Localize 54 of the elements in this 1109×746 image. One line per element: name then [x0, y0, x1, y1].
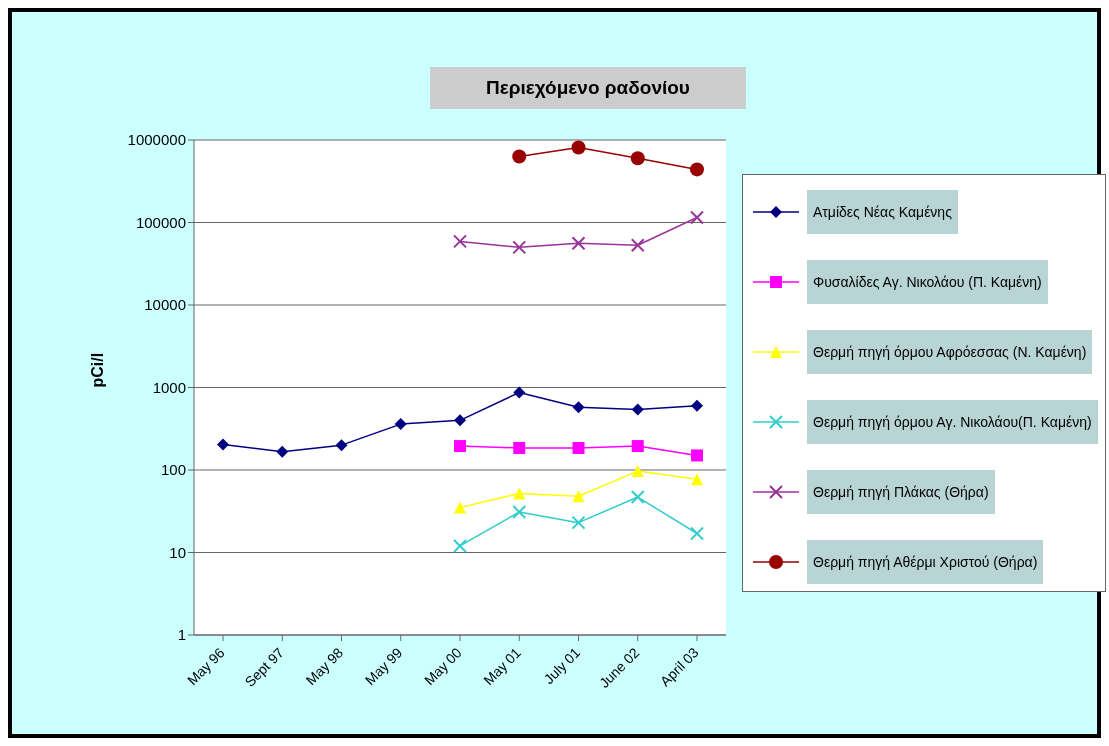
legend-label: Θερμή πηγή όρμου Αφρόεσσας (Ν. Καμένη) — [807, 330, 1093, 374]
x-tick-label: May 01 — [480, 644, 525, 689]
legend-label: Θερμή πηγή όρμου Αγ. Νικολάου(Π. Καμένη) — [807, 400, 1098, 444]
point — [630, 151, 645, 166]
point — [335, 439, 348, 452]
point — [512, 149, 527, 164]
point — [454, 501, 466, 514]
point — [690, 162, 704, 177]
point — [512, 240, 527, 255]
point — [691, 449, 703, 462]
y-tick-label: 10 — [169, 543, 186, 561]
point — [631, 440, 644, 453]
x-tick-label: July 01 — [540, 644, 584, 688]
point — [571, 515, 586, 530]
y-tick-label: 1000000 — [127, 131, 186, 149]
point — [691, 473, 703, 486]
point — [572, 401, 585, 414]
point — [631, 465, 644, 478]
point — [630, 490, 645, 505]
point — [571, 140, 586, 155]
point — [276, 445, 289, 458]
x-tick-label: May 98 — [302, 644, 347, 689]
chart-title: Περιεχόμενο ραδονίου — [430, 67, 746, 109]
legend-label: Θερμή πηγή Αθέρμι Χριστού (Θήρα) — [807, 540, 1044, 584]
point — [394, 418, 407, 431]
point — [690, 526, 704, 541]
x-tick-label: May 96 — [183, 644, 228, 689]
y-tick-label: 1000 — [152, 378, 186, 396]
point — [512, 504, 527, 519]
point — [453, 234, 467, 249]
point — [571, 236, 586, 251]
x-tick-label: May 00 — [420, 644, 465, 689]
point — [453, 538, 467, 553]
legend-label: Φυσαλίδες Αγ. Νικολάου (Π. Καμένη) — [807, 260, 1048, 304]
y-tick-label: 100 — [160, 461, 186, 479]
point — [691, 399, 703, 412]
x-tick-label: May 99 — [361, 644, 406, 689]
point — [513, 441, 526, 454]
point — [572, 490, 585, 503]
point — [454, 440, 466, 453]
point — [513, 487, 526, 500]
point — [513, 386, 526, 399]
point — [454, 414, 466, 427]
legend-label: Θερμή πηγή Πλάκας (Θήρα) — [807, 470, 995, 514]
y-tick-label: 100000 — [135, 213, 186, 231]
point — [690, 210, 704, 225]
point — [217, 438, 229, 451]
point — [630, 238, 645, 253]
y-axis-title: pCi/l — [88, 352, 106, 388]
legend-label: Ατμίδες Νέας Καμένης — [807, 190, 958, 234]
point — [631, 403, 644, 416]
point — [572, 441, 585, 454]
y-tick-label: 10000 — [144, 296, 186, 314]
y-tick-label: 1 — [177, 626, 186, 644]
